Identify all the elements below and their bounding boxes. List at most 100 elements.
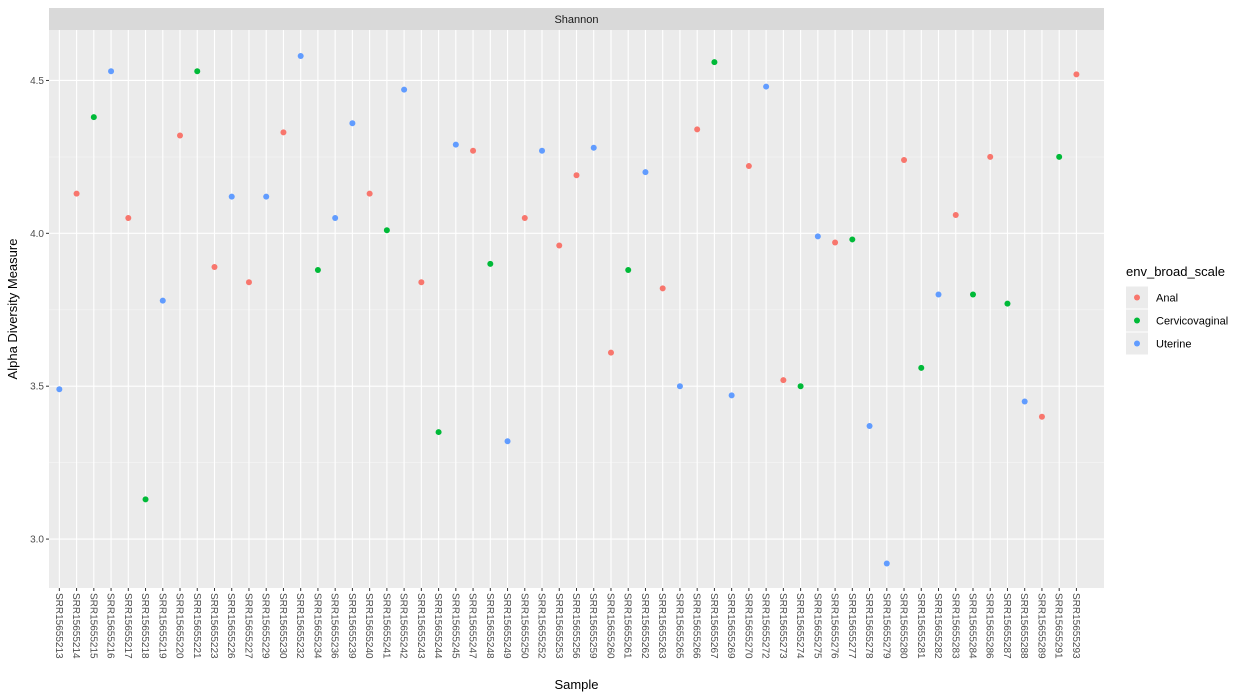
data-point bbox=[987, 153, 994, 160]
x-tick-label: SRR15655256 bbox=[570, 593, 581, 659]
legend-key-anal bbox=[1134, 294, 1140, 301]
x-tick-label: SRR15655221 bbox=[191, 593, 202, 659]
data-point bbox=[935, 291, 942, 298]
x-tick-label: SRR15655216 bbox=[105, 593, 116, 659]
data-point bbox=[487, 260, 494, 267]
data-point bbox=[952, 211, 959, 218]
x-tick-label: SRR15655218 bbox=[139, 593, 150, 659]
data-point bbox=[918, 364, 925, 371]
x-tick-label: SRR15655213 bbox=[53, 593, 64, 659]
legend-label: Anal bbox=[1156, 293, 1178, 305]
data-point bbox=[56, 386, 63, 393]
x-tick-label: SRR15655270 bbox=[742, 593, 753, 659]
data-point bbox=[108, 68, 115, 75]
data-point bbox=[694, 126, 701, 133]
x-tick-label: SRR15655234 bbox=[311, 593, 322, 659]
x-tick-label: SRR15655259 bbox=[587, 593, 598, 659]
x-tick-label: SRR15655267 bbox=[708, 593, 719, 659]
x-tick-label: SRR15655263 bbox=[656, 593, 667, 659]
legend-title: env_broad_scale bbox=[1126, 264, 1225, 279]
x-tick-label: SRR15655274 bbox=[794, 593, 805, 659]
data-point bbox=[332, 215, 339, 222]
legend-key-cervicovaginal bbox=[1134, 317, 1140, 324]
data-point bbox=[763, 83, 770, 90]
y-tick-label: 4.0 bbox=[30, 229, 44, 240]
x-tick-label: SRR15655262 bbox=[639, 593, 650, 659]
x-tick-label: SRR15655260 bbox=[604, 593, 615, 659]
data-point bbox=[1073, 71, 1080, 78]
x-tick-label: SRR15655252 bbox=[536, 593, 547, 659]
x-tick-label: SRR15655281 bbox=[915, 593, 926, 659]
data-point bbox=[366, 190, 373, 197]
data-point bbox=[539, 147, 546, 154]
x-tick-label: SRR15655278 bbox=[863, 593, 874, 659]
data-point bbox=[125, 215, 132, 222]
x-tick-label: SRR15655249 bbox=[501, 593, 512, 659]
data-point bbox=[90, 114, 97, 121]
major-gridlines bbox=[49, 30, 1104, 588]
x-tick-label: SRR15655293 bbox=[1070, 593, 1081, 659]
data-point bbox=[211, 263, 218, 270]
x-tick-label: SRR15655272 bbox=[760, 593, 771, 659]
legend-label: Cervicovaginal bbox=[1156, 316, 1228, 328]
x-tick-label: SRR15655242 bbox=[398, 593, 409, 659]
data-point bbox=[280, 129, 287, 136]
data-point bbox=[590, 144, 597, 151]
data-point bbox=[452, 141, 459, 148]
data-point bbox=[228, 193, 235, 200]
x-tick-label: SRR15655286 bbox=[984, 593, 995, 659]
y-tick-label: 3.5 bbox=[30, 382, 44, 393]
data-point bbox=[1021, 398, 1028, 405]
data-point bbox=[711, 59, 718, 66]
x-tick-label: SRR15655248 bbox=[484, 593, 495, 659]
x-tick-label: SRR15655283 bbox=[949, 593, 960, 659]
legend-key-uterine bbox=[1134, 340, 1140, 347]
x-tick-label: SRR15655240 bbox=[363, 593, 374, 659]
legend-label: Uterine bbox=[1156, 339, 1191, 351]
x-tick-label: SRR15655232 bbox=[294, 593, 305, 659]
data-point bbox=[401, 86, 408, 93]
x-tick-label: SRR15655219 bbox=[156, 593, 167, 659]
x-tick-label: SRR15655243 bbox=[415, 593, 426, 659]
data-point bbox=[814, 233, 821, 240]
x-tick-label: SRR15655223 bbox=[208, 593, 219, 659]
x-tick-label: SRR15655250 bbox=[518, 593, 529, 659]
x-tick-label: SRR15655282 bbox=[932, 593, 943, 659]
data-point bbox=[849, 236, 856, 243]
x-tick-label: SRR15655279 bbox=[880, 593, 891, 659]
x-tick-label: SRR15655269 bbox=[725, 593, 736, 659]
x-tick-label: SRR15655284 bbox=[966, 593, 977, 659]
data-point bbox=[297, 52, 304, 59]
data-point bbox=[556, 242, 563, 249]
x-tick-label: SRR15655261 bbox=[622, 593, 633, 659]
data-point bbox=[263, 193, 270, 200]
data-point bbox=[504, 438, 511, 445]
data-points bbox=[56, 52, 1080, 567]
x-tick-label: SRR15655277 bbox=[846, 593, 857, 659]
data-point bbox=[969, 291, 976, 298]
x-tick-label: SRR15655288 bbox=[1018, 593, 1029, 659]
x-axis: SRR15655213 SRR15655214 SRR15655215 SRR1565… bbox=[53, 588, 1081, 659]
data-point bbox=[418, 279, 425, 286]
data-point bbox=[73, 190, 80, 197]
x-tick-label: SRR15655217 bbox=[122, 593, 133, 659]
legend-entries: Anal Cervicovaginal Uterine bbox=[1126, 286, 1228, 355]
x-tick-label: SRR15655220 bbox=[174, 593, 185, 659]
x-tick-label: SRR15655239 bbox=[346, 593, 357, 659]
x-tick-label: SRR15655215 bbox=[87, 593, 98, 659]
data-point bbox=[194, 68, 201, 75]
x-tick-label: SRR15655253 bbox=[553, 593, 564, 659]
data-point bbox=[883, 560, 890, 567]
data-point bbox=[642, 169, 649, 176]
x-tick-label: SRR15655241 bbox=[380, 593, 391, 659]
x-tick-label: SRR15655229 bbox=[260, 593, 271, 659]
data-point bbox=[832, 239, 839, 246]
data-point bbox=[1004, 300, 1011, 307]
x-tick-label: SRR15655289 bbox=[1035, 593, 1046, 659]
x-tick-label: SRR15655227 bbox=[242, 593, 253, 659]
data-point bbox=[470, 147, 477, 154]
data-point bbox=[245, 279, 252, 286]
data-point bbox=[383, 227, 390, 234]
x-tick-label: SRR15655247 bbox=[467, 593, 478, 659]
